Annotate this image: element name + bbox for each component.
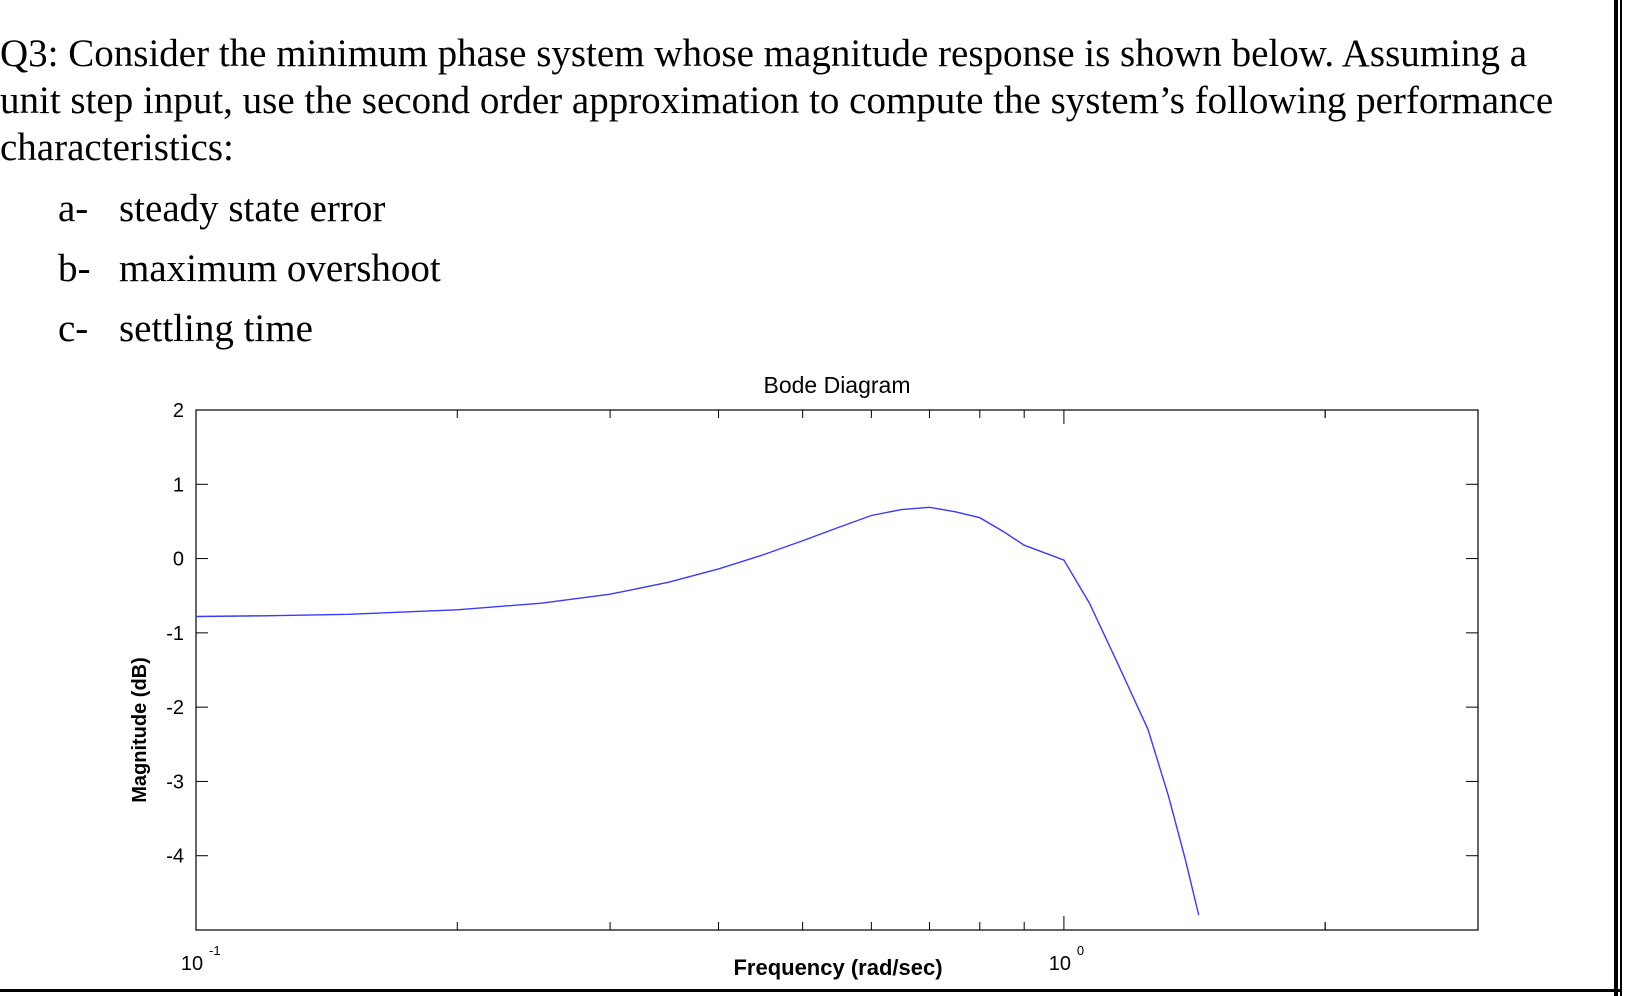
question-text: Q3: Consider the minimum phase system wh…: [0, 30, 1620, 171]
x-tick-label: 10: [181, 953, 203, 975]
question-line-2: unit step input, use the second order ap…: [0, 79, 1554, 122]
page-border-right: [1614, 0, 1618, 996]
page-border-right-inner: [1620, 0, 1622, 996]
y-tick-label: 2: [173, 400, 184, 422]
plot-frame: [195, 409, 1479, 931]
y-tick-label: -3: [166, 771, 184, 793]
question-line-3: characteristics:: [0, 126, 234, 169]
x-tick-label: 10: [1049, 953, 1071, 975]
x-tick-exponent: -1: [209, 943, 221, 958]
item-letter-b: b-: [58, 247, 91, 290]
y-tick-label: 0: [173, 549, 184, 571]
y-tick-label: -4: [166, 846, 184, 868]
item-text-b: maximum overshoot: [119, 247, 441, 290]
item-text-c: settling time: [119, 307, 313, 350]
y-tick-label: -2: [166, 697, 184, 719]
item-letter-c: c-: [58, 307, 89, 350]
y-tick-label: -1: [166, 623, 184, 645]
y-axis-label: Magnitude (dB): [129, 657, 151, 803]
y-tick-label: 1: [173, 474, 184, 496]
x-axis-label: Frequency (rad/sec): [733, 955, 942, 980]
item-letter-a: a-: [58, 187, 89, 230]
page-border-bottom: [0, 989, 1622, 992]
item-text-a: steady state error: [119, 187, 386, 230]
chart-title: Bode Diagram: [763, 372, 910, 398]
question-line-1: Q3: Consider the minimum phase system wh…: [0, 32, 1527, 75]
x-tick-exponent: 0: [1077, 943, 1084, 958]
series-line-magnitude: [195, 506, 1200, 916]
